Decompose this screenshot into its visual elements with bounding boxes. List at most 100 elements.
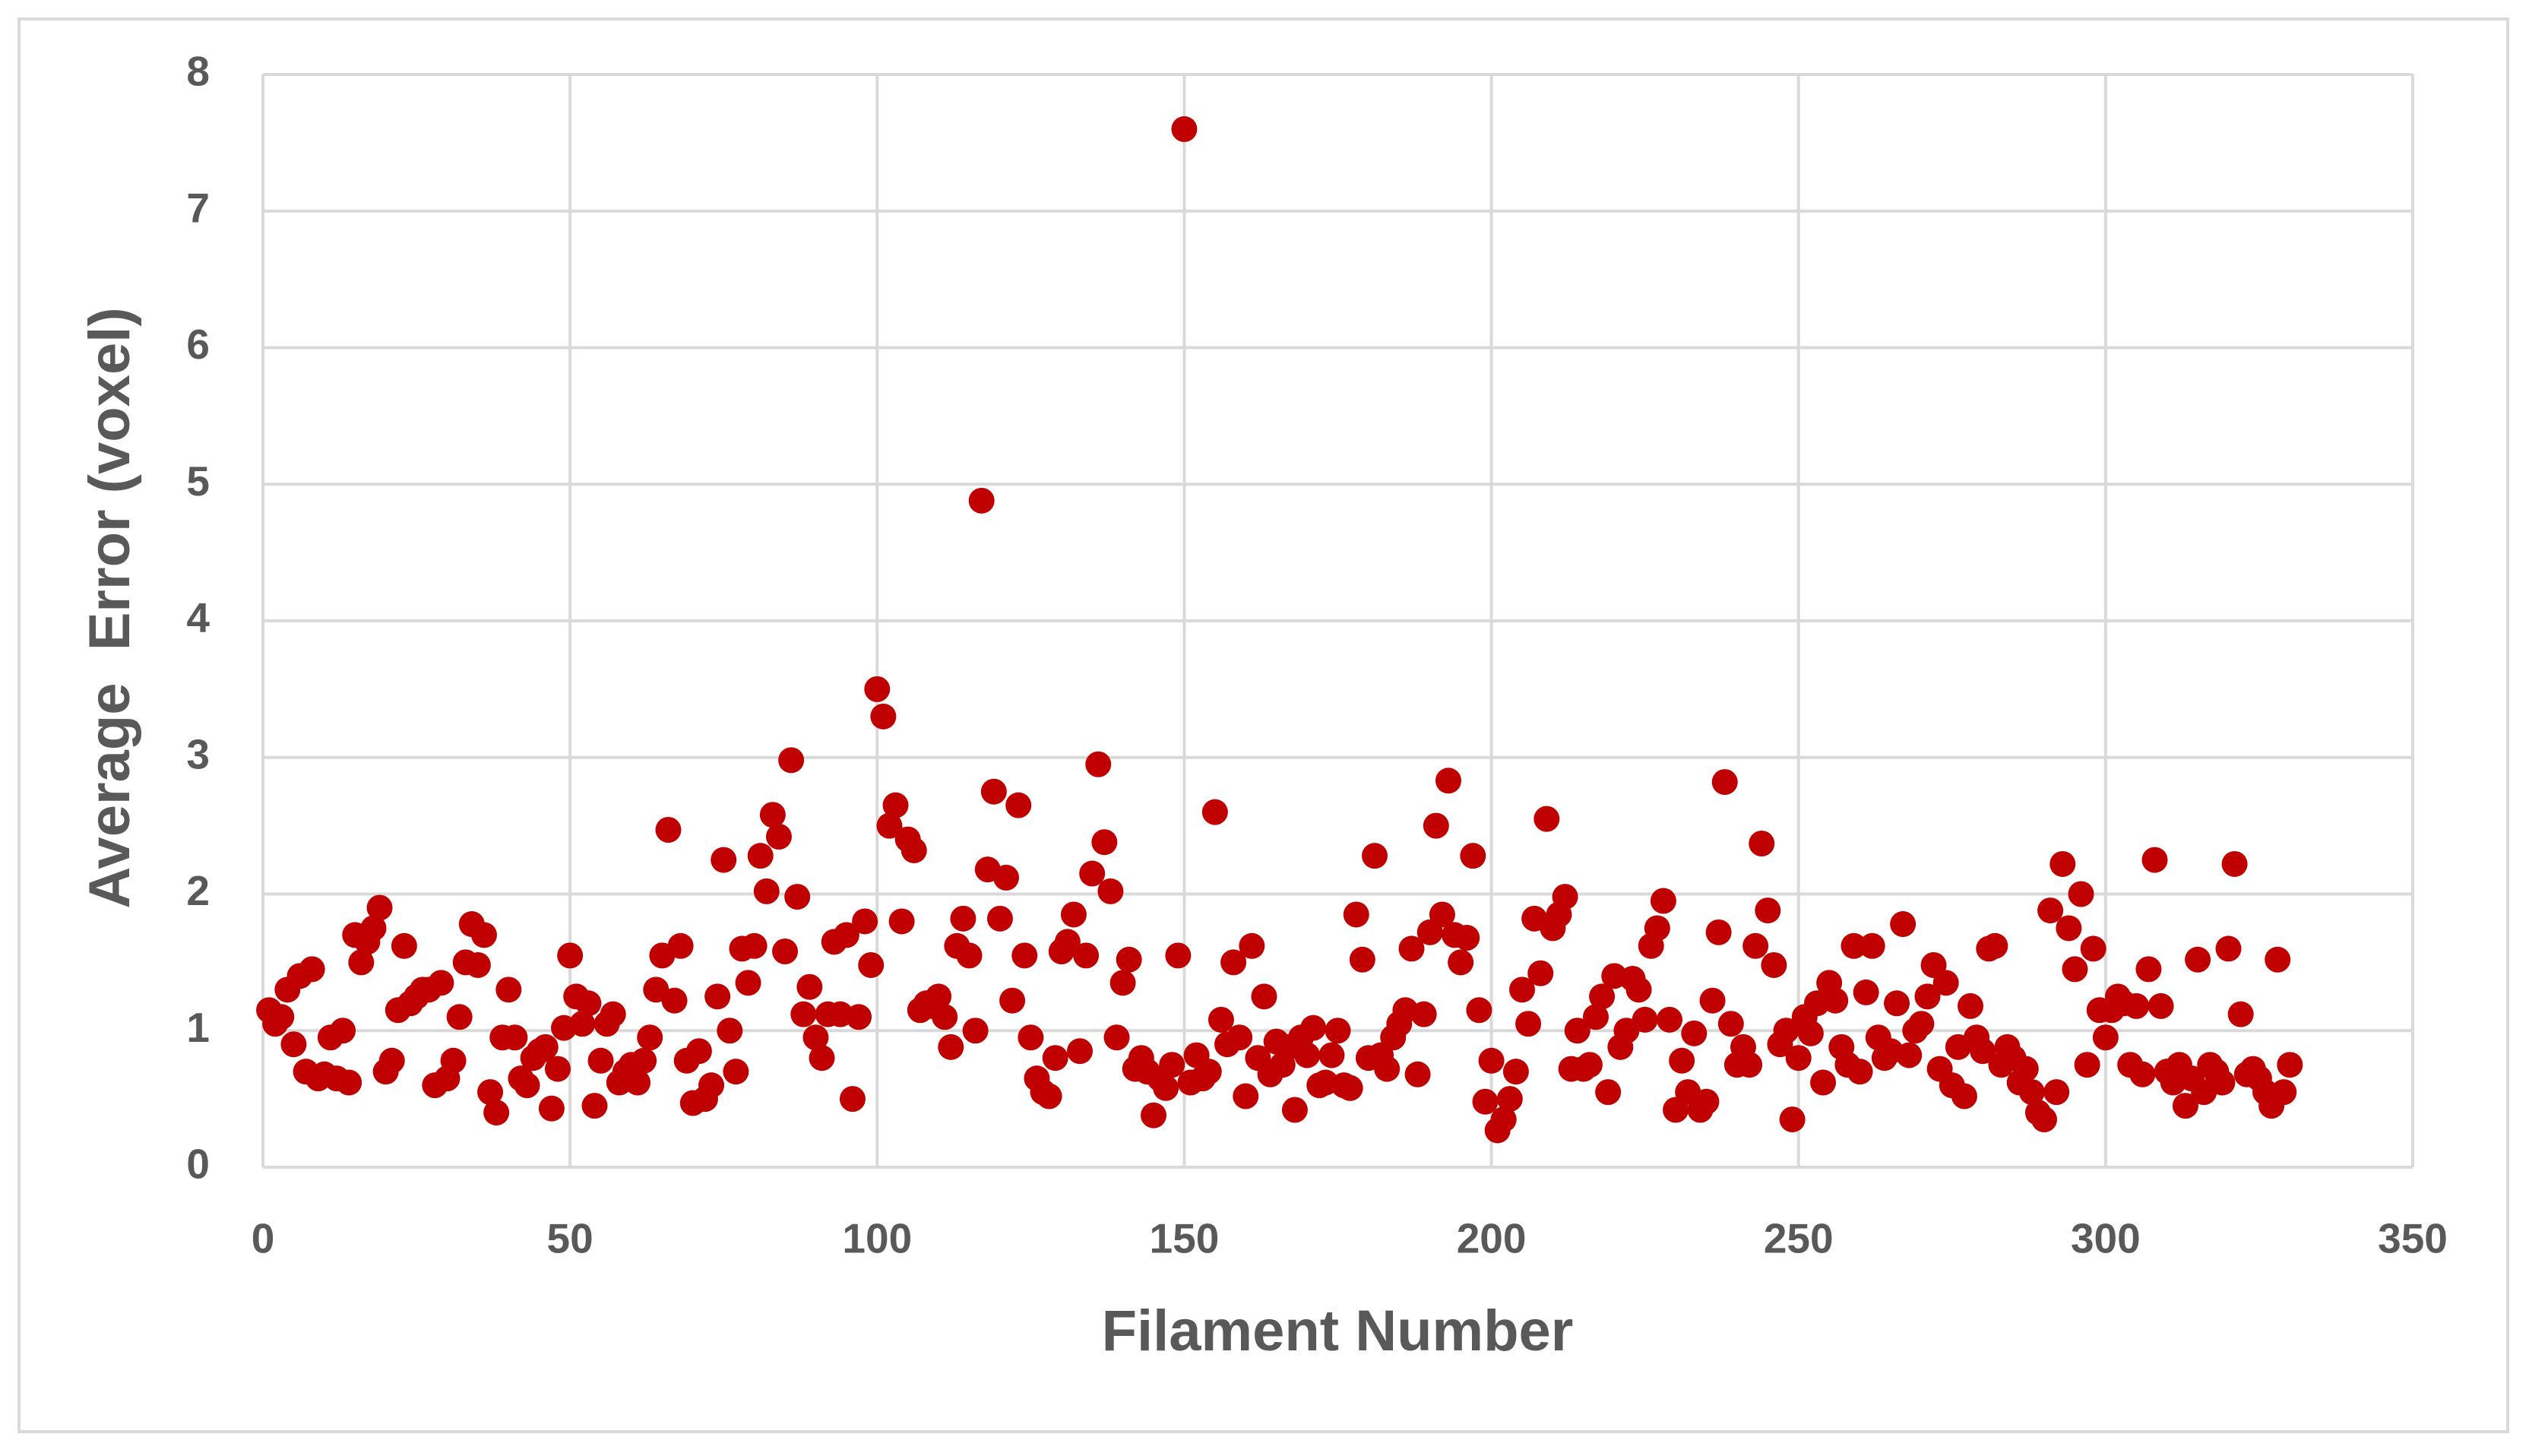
point	[846, 1004, 872, 1030]
point	[772, 938, 799, 964]
point	[1841, 932, 1867, 959]
point	[956, 942, 983, 969]
point	[1742, 932, 1769, 959]
point	[876, 812, 903, 839]
y-tick-label: 7	[186, 184, 210, 231]
point	[1847, 1059, 1873, 1085]
point	[1171, 116, 1198, 142]
point	[2172, 1093, 2198, 1119]
point	[882, 792, 909, 818]
point	[2123, 992, 2150, 1019]
point	[477, 1079, 504, 1106]
point	[1281, 1097, 1308, 1123]
point	[440, 1047, 467, 1074]
point	[2043, 1079, 2070, 1106]
point	[268, 1004, 295, 1030]
point	[1951, 1083, 1977, 1109]
point	[1109, 970, 1136, 996]
point	[1466, 997, 1492, 1024]
point	[1011, 942, 1038, 969]
point	[888, 908, 915, 935]
y-tick-label: 6	[186, 321, 210, 368]
point	[1300, 1014, 1327, 1041]
point	[483, 1100, 510, 1126]
point	[999, 987, 1026, 1014]
point	[1515, 1011, 1542, 1037]
point	[1970, 1038, 1996, 1065]
point	[1435, 768, 1461, 794]
point	[1693, 1088, 1720, 1115]
point	[1239, 932, 1265, 959]
y-tick-label: 1	[186, 1004, 210, 1051]
point	[698, 1072, 725, 1099]
y-tick-label: 5	[186, 457, 210, 505]
x-tick-label: 150	[1150, 1215, 1220, 1262]
point	[1042, 1045, 1068, 1071]
point	[1890, 911, 1917, 938]
grid	[261, 73, 2414, 1169]
point	[1079, 860, 1106, 887]
point	[1632, 1006, 1658, 1033]
point	[1896, 1042, 1923, 1068]
point	[2215, 935, 2242, 962]
point	[581, 1093, 608, 1119]
point	[1429, 901, 1455, 928]
x-tick-label: 200	[1457, 1215, 1527, 1262]
point	[717, 1018, 743, 1044]
point	[802, 1024, 829, 1051]
point	[2135, 956, 2162, 983]
point	[1582, 1004, 1609, 1030]
point	[1711, 769, 1738, 796]
point	[1785, 1045, 1812, 1071]
point	[704, 983, 731, 1010]
point	[968, 487, 995, 514]
point	[1595, 1079, 1622, 1106]
point	[1564, 1018, 1591, 1044]
y-tick-label: 2	[186, 867, 210, 914]
x-tick-label: 100	[842, 1215, 912, 1262]
point	[1669, 1047, 1695, 1074]
point	[1153, 1075, 1179, 1101]
x-axis-title: Filament Number	[1102, 1299, 1574, 1363]
point	[655, 817, 682, 844]
point	[1233, 1083, 1259, 1109]
point	[1054, 929, 1081, 955]
point	[1227, 1024, 1253, 1051]
point	[2012, 1056, 2039, 1082]
point	[1576, 1052, 1603, 1078]
point	[502, 1024, 528, 1051]
point	[2056, 915, 2082, 942]
point	[2074, 1052, 2100, 1078]
point	[1159, 1052, 1185, 1078]
point	[2037, 897, 2064, 924]
y-tick-label: 8	[186, 48, 210, 95]
point	[1552, 884, 1578, 910]
point	[464, 951, 491, 978]
point	[1060, 901, 1087, 928]
point	[1343, 901, 1369, 928]
point	[1478, 1047, 1505, 1074]
point	[1208, 1006, 1234, 1033]
point	[1773, 1018, 1799, 1044]
point	[366, 894, 393, 921]
point	[1625, 976, 1652, 1003]
point	[1705, 919, 1732, 945]
point	[1853, 979, 1879, 1005]
point	[685, 1038, 712, 1065]
point	[1534, 806, 1560, 832]
point	[938, 1033, 964, 1060]
point	[495, 976, 522, 1003]
point	[1699, 987, 1726, 1014]
point	[1656, 1006, 1682, 1033]
y-tick-label: 4	[186, 594, 210, 641]
point	[2277, 1052, 2303, 1078]
point	[446, 1004, 473, 1030]
point	[784, 884, 811, 910]
point	[1337, 1075, 1363, 1101]
point	[1448, 949, 1474, 976]
point	[428, 970, 454, 996]
point	[378, 1047, 405, 1074]
point	[1097, 878, 1124, 904]
point	[1508, 976, 1535, 1003]
point	[1859, 932, 1885, 959]
